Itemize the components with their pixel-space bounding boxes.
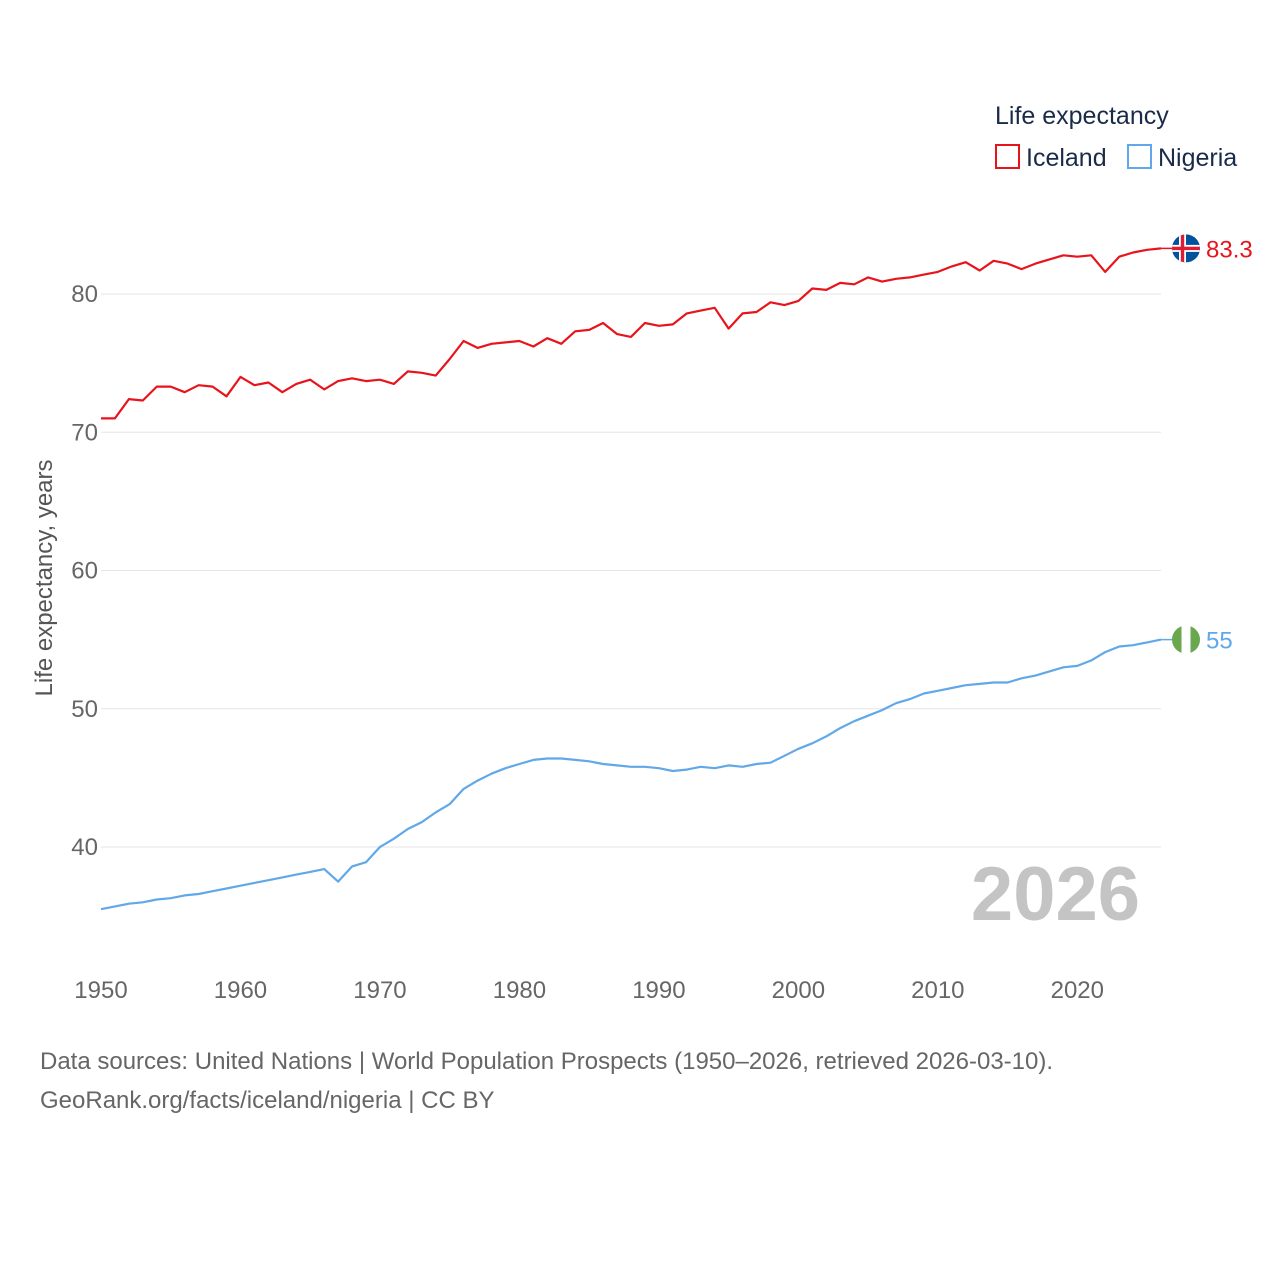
x-tick-label: 2010 bbox=[911, 977, 964, 1004]
current-year-watermark: 2026 bbox=[971, 852, 1140, 937]
gridlines bbox=[101, 293, 1161, 848]
x-tick-label: 1980 bbox=[493, 977, 546, 1004]
series-line-nigeria[interactable] bbox=[100, 638, 1162, 911]
y-axis-ticks: 40 50 60 70 80 bbox=[71, 281, 98, 861]
nigeria-flag-icon bbox=[1172, 625, 1200, 654]
footer-credit-line: GeoRank.org/facts/iceland/nigeria | CC B… bbox=[40, 1087, 495, 1114]
legend-item-iceland[interactable]: Iceland bbox=[995, 144, 1107, 172]
legend-swatch-iceland bbox=[995, 144, 1020, 169]
y-tick-label: 40 bbox=[71, 834, 98, 861]
series-line-iceland[interactable] bbox=[101, 247, 1162, 420]
y-tick-label: 70 bbox=[71, 419, 98, 446]
legend: Life expectancy Iceland Nigeria bbox=[995, 102, 1237, 172]
line-chart: 40 50 60 70 80 1950 1960 1970 1980 1990 2000 2010 2… bbox=[31, 102, 1253, 1004]
legend-item-nigeria[interactable]: Nigeria bbox=[1127, 144, 1237, 172]
x-tick-label: 2000 bbox=[772, 977, 825, 1004]
x-tick-label: 2020 bbox=[1051, 977, 1104, 1004]
x-tick-label: 1960 bbox=[214, 977, 267, 1004]
x-tick-label: 1950 bbox=[74, 977, 127, 1004]
y-axis-label: Life expectancy, years bbox=[31, 459, 58, 696]
x-tick-label: 1970 bbox=[353, 977, 406, 1004]
iceland-end-value: 83.3 bbox=[1206, 236, 1253, 263]
nigeria-end-value: 55 bbox=[1206, 628, 1233, 655]
nigeria-end-marker: 55 bbox=[1172, 625, 1233, 655]
legend-title: Life expectancy bbox=[995, 102, 1169, 130]
legend-swatch-nigeria bbox=[1127, 144, 1152, 169]
y-tick-label: 50 bbox=[71, 696, 98, 723]
series-lines bbox=[100, 247, 1172, 911]
footer-source-line: Data sources: United Nations | World Pop… bbox=[40, 1048, 1054, 1075]
y-tick-label: 60 bbox=[71, 558, 98, 585]
x-tick-label: 1990 bbox=[632, 977, 685, 1004]
x-axis-ticks: 1950 1960 1970 1980 1990 2000 2010 2020 bbox=[74, 977, 1104, 1004]
iceland-end-marker: 83.3 bbox=[1172, 234, 1253, 263]
iceland-flag-icon bbox=[1172, 234, 1200, 263]
legend-label-nigeria: Nigeria bbox=[1158, 144, 1237, 172]
legend-label-iceland: Iceland bbox=[1026, 144, 1107, 172]
footer-sources: Data sources: United Nations | World Pop… bbox=[40, 1042, 1053, 1120]
y-tick-label: 80 bbox=[71, 281, 98, 308]
